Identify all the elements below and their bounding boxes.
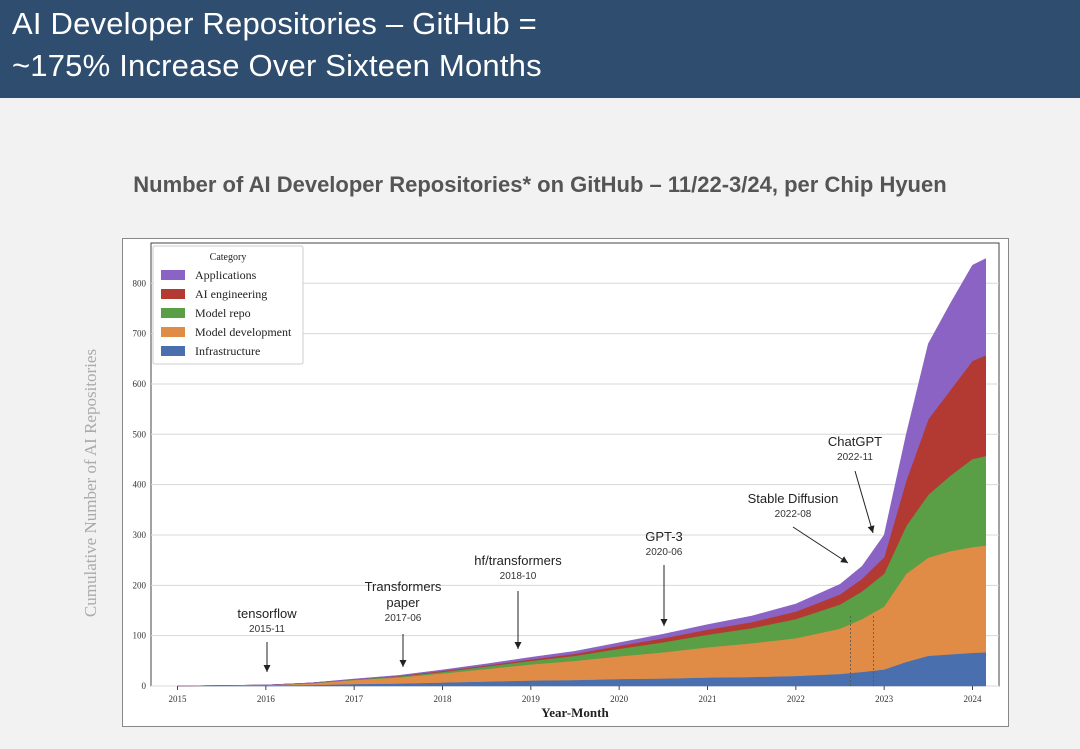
x-axis-label: Year-Month — [541, 705, 609, 720]
annotation-label: paper — [386, 595, 420, 610]
annotation-arrowhead — [867, 525, 875, 533]
area-layers — [177, 258, 986, 687]
annotation-arrowhead — [399, 660, 407, 667]
legend-swatch — [161, 327, 185, 337]
annotation-arrow — [792, 526, 849, 564]
annotation-date: 2015-11 — [249, 624, 285, 635]
annotation-arrowhead — [660, 619, 668, 626]
y-tick-label: 600 — [133, 379, 147, 389]
y-tick-label: 0 — [142, 681, 147, 691]
y-tick-label: 400 — [133, 480, 147, 490]
y-tick-label: 300 — [133, 530, 147, 540]
legend-swatch — [161, 270, 185, 280]
slide-header: AI Developer Repositories – GitHub = ~17… — [0, 0, 1080, 98]
annotation-date: 2020-06 — [646, 547, 683, 558]
annotation-date: 2018-10 — [500, 571, 537, 582]
annotation-label: ChatGPT — [828, 434, 882, 449]
legend-label: Model repo — [195, 306, 251, 320]
chart-frame: 0 100 200 300 400 500 600 700 800 2015 2016 2017 201… — [122, 238, 1009, 727]
legend-swatch — [161, 308, 185, 318]
axes: 0 100 200 300 400 500 600 700 800 2015 2016 2017 201… — [133, 278, 983, 720]
annotation-label: GPT-3 — [645, 529, 683, 544]
x-tick-label: 2024 — [964, 694, 983, 704]
x-tick-label: 2018 — [434, 694, 453, 704]
annotation-label: Stable Diffusion — [748, 491, 839, 506]
legend-label: Applications — [195, 268, 257, 282]
x-tick-label: 2019 — [522, 694, 541, 704]
y-tick-label: 100 — [133, 631, 147, 641]
slide-title-line-2: ~175% Increase Over Sixteen Months — [12, 48, 542, 83]
y-tick-label: 800 — [133, 278, 147, 288]
legend-swatch — [161, 289, 185, 299]
y-tick-label: 500 — [133, 429, 147, 439]
x-tick-label: 2021 — [699, 694, 717, 704]
y-axis-label-layer: Cumulative Number of AI Repositories — [81, 349, 100, 617]
annotation-date: 2022-08 — [775, 509, 812, 520]
annotation-label: Transformers — [365, 579, 442, 594]
slide-title-line-1: AI Developer Repositories – GitHub = — [12, 6, 537, 41]
x-tick-label: 2023 — [875, 694, 894, 704]
y-tick-label: 200 — [133, 580, 147, 590]
annotation-arrow — [854, 470, 874, 534]
legend-swatch — [161, 346, 185, 356]
x-tick-label: 2017 — [345, 694, 364, 704]
x-tick-label: 2016 — [257, 694, 276, 704]
annotation-label: hf/transformers — [474, 553, 562, 568]
annotation-arrowhead — [263, 665, 271, 672]
y-axis-label: Cumulative Number of AI Repositories — [81, 349, 100, 617]
legend: Category Applications AI engineering Model … — [152, 245, 304, 365]
stacked-area-chart: 0 100 200 300 400 500 600 700 800 2015 2016 2017 201… — [133, 242, 1000, 720]
slide-subtitle: Number of AI Developer Repositories* on … — [133, 172, 947, 197]
x-tick-label: 2020 — [610, 694, 629, 704]
legend-label: Model development — [195, 325, 292, 339]
x-tick-label: 2022 — [787, 694, 805, 704]
legend-title: Category — [210, 252, 247, 263]
legend-box — [152, 245, 304, 365]
y-tick-label: 700 — [133, 329, 147, 339]
legend-label: AI engineering — [195, 287, 267, 301]
annotation-label: tensorflow — [237, 606, 297, 621]
annotation-arrowhead — [840, 556, 848, 563]
area-applications — [177, 258, 986, 687]
annotation-date: 2022-11 — [837, 452, 873, 463]
x-tick-label: 2015 — [169, 694, 188, 704]
legend-label: Infrastructure — [195, 344, 260, 358]
annotation-date: 2017-06 — [385, 613, 422, 624]
annotation-arrowhead — [514, 642, 522, 649]
